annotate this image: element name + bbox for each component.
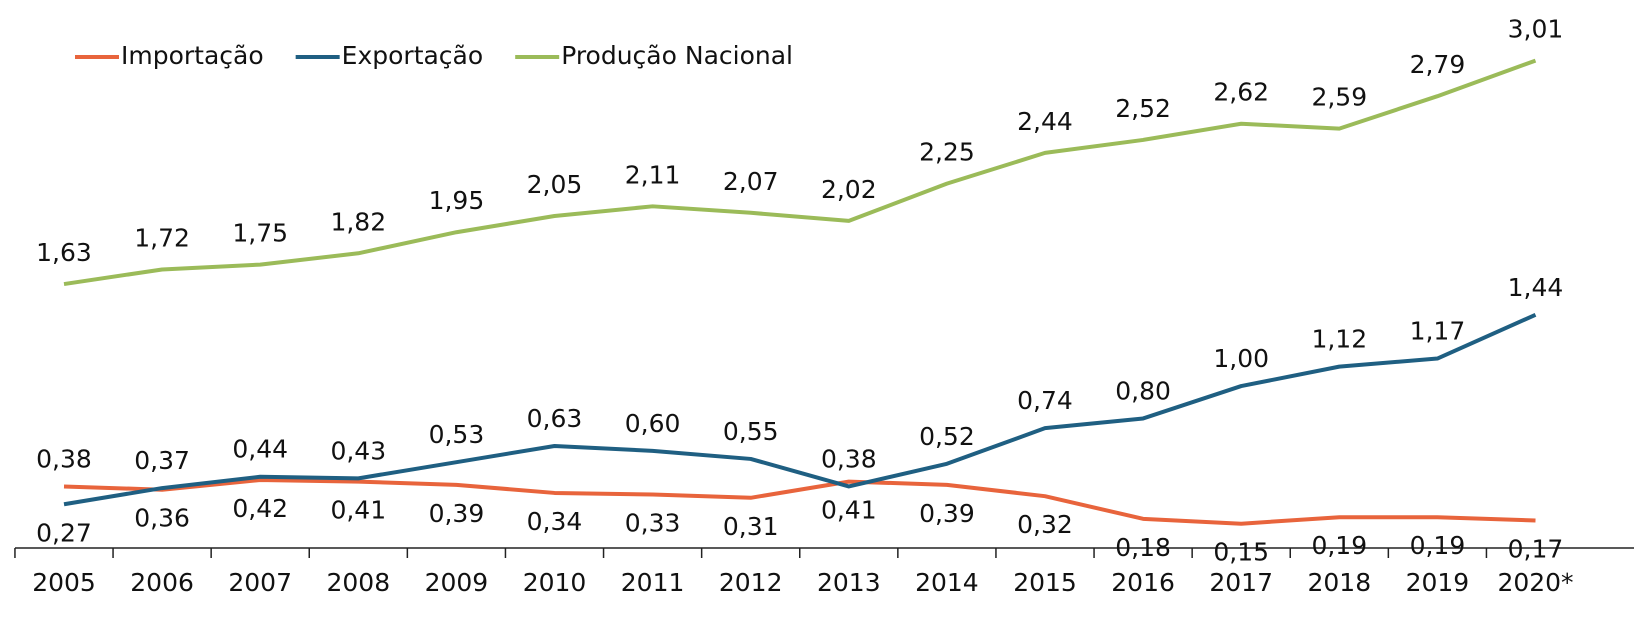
data-label: 2,44 bbox=[1017, 107, 1073, 136]
data-label: 0,39 bbox=[919, 499, 975, 528]
data-label: 0,39 bbox=[429, 499, 485, 528]
data-label: 0,43 bbox=[330, 436, 386, 465]
data-label: 1,82 bbox=[330, 207, 386, 236]
data-label: 2,59 bbox=[1311, 83, 1367, 112]
data-label: 0,37 bbox=[134, 446, 190, 475]
data-label: 0,31 bbox=[723, 512, 779, 541]
x-tick-label: 2008 bbox=[326, 568, 390, 597]
x-tick-label: 2016 bbox=[1111, 568, 1175, 597]
data-label: 1,63 bbox=[36, 238, 92, 267]
data-label: 1,72 bbox=[134, 223, 190, 252]
data-label: 0,80 bbox=[1115, 376, 1171, 405]
data-label: 0,33 bbox=[625, 509, 681, 538]
data-label: 0,17 bbox=[1508, 534, 1564, 563]
data-label: 1,00 bbox=[1213, 344, 1269, 373]
data-label: 2,79 bbox=[1410, 50, 1466, 79]
x-tick-label: 2020* bbox=[1497, 568, 1573, 597]
data-label: 2,02 bbox=[821, 175, 877, 204]
data-label: 1,17 bbox=[1410, 317, 1466, 346]
series-line bbox=[63, 312, 1537, 507]
data-label: 0,74 bbox=[1017, 386, 1073, 415]
data-label: 0,41 bbox=[330, 496, 386, 525]
data-label: 0,36 bbox=[134, 504, 190, 533]
x-tick-label: 2006 bbox=[130, 568, 194, 597]
data-label: 2,07 bbox=[723, 167, 779, 196]
data-label: 0,60 bbox=[625, 409, 681, 438]
data-label: 0,44 bbox=[232, 435, 288, 464]
data-label: 0,34 bbox=[527, 507, 583, 536]
x-tick-label: 2005 bbox=[32, 568, 96, 597]
x-tick-label: 2018 bbox=[1307, 568, 1371, 597]
data-label: 0,38 bbox=[36, 444, 92, 473]
data-label: 0,32 bbox=[1017, 510, 1073, 539]
data-label: 0,52 bbox=[919, 422, 975, 451]
x-tick-label: 2012 bbox=[719, 568, 783, 597]
x-tick-label: 2011 bbox=[621, 568, 685, 597]
data-label: 2,05 bbox=[527, 170, 583, 199]
x-tick-label: 2015 bbox=[1013, 568, 1077, 597]
data-label: 0,18 bbox=[1115, 533, 1171, 562]
legend-label: Importação bbox=[121, 41, 264, 70]
data-label: 0,41 bbox=[821, 496, 877, 525]
data-label: 1,44 bbox=[1508, 273, 1564, 302]
data-label: 0,38 bbox=[821, 444, 877, 473]
data-label: 1,12 bbox=[1311, 325, 1367, 354]
legend-label: Produção Nacional bbox=[561, 41, 793, 70]
series-line bbox=[63, 58, 1537, 287]
data-label: 2,62 bbox=[1213, 78, 1269, 107]
data-label: 0,55 bbox=[723, 417, 779, 446]
x-tick-label: 2019 bbox=[1406, 568, 1470, 597]
data-label: 3,01 bbox=[1508, 15, 1564, 44]
legend-label: Exportação bbox=[342, 41, 484, 70]
x-tick-label: 2009 bbox=[425, 568, 489, 597]
data-label: 2,25 bbox=[919, 138, 975, 167]
data-label: 1,95 bbox=[429, 186, 485, 215]
data-label: 2,11 bbox=[625, 160, 681, 189]
data-label: 0,53 bbox=[429, 420, 485, 449]
data-label: 2,52 bbox=[1115, 94, 1171, 123]
x-tick-label: 2014 bbox=[915, 568, 979, 597]
data-label: 0,15 bbox=[1213, 538, 1269, 567]
x-tick-label: 2010 bbox=[523, 568, 587, 597]
x-tick-label: 2013 bbox=[817, 568, 881, 597]
data-label: 0,19 bbox=[1311, 531, 1367, 560]
x-tick-label: 2017 bbox=[1209, 568, 1273, 597]
data-label: 0,19 bbox=[1410, 531, 1466, 560]
x-tick-label: 2007 bbox=[228, 568, 292, 597]
data-label: 1,75 bbox=[232, 219, 288, 248]
series-line bbox=[63, 477, 1536, 526]
data-label: 0,27 bbox=[36, 518, 92, 547]
data-label: 0,42 bbox=[232, 494, 288, 523]
data-label: 0,63 bbox=[527, 404, 583, 433]
